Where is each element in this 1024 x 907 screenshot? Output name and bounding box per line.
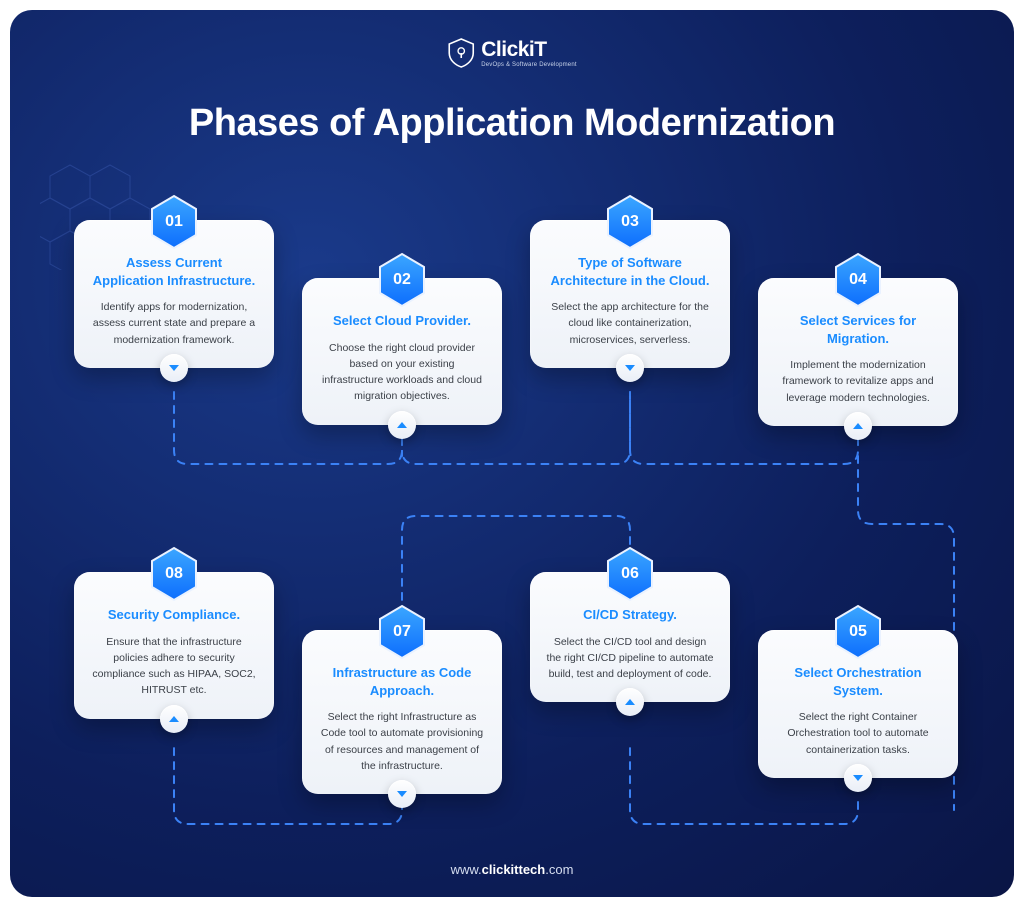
footer-bold: clickittech (482, 862, 546, 877)
phase-card-02: 02Select Cloud Provider.Choose the right… (302, 278, 502, 425)
card-title: Select Services for Migration. (774, 312, 942, 347)
step-hex-06: 06 (605, 546, 655, 602)
step-hex-04: 04 (833, 252, 883, 308)
shield-icon (447, 38, 475, 68)
card-title: Select Cloud Provider. (318, 312, 486, 330)
chevron-up-icon (160, 705, 188, 733)
phase-card-05: 05Select Orchestration System.Select the… (758, 630, 958, 778)
chevron-down-icon (160, 354, 188, 382)
step-hex-03: 03 (605, 194, 655, 250)
card-desc: Select the app architecture for the clou… (546, 299, 714, 348)
brand-logo: ClickiT DevOps & Software Development (447, 38, 577, 68)
step-hex-01: 01 (149, 194, 199, 250)
phase-card-08: 08Security Compliance.Ensure that the in… (74, 572, 274, 719)
step-hex-02: 02 (377, 252, 427, 308)
card-title: Infrastructure as Code Approach. (318, 664, 486, 699)
card-desc: Ensure that the infrastructure policies … (90, 634, 258, 699)
card-title: Select Orchestration System. (774, 664, 942, 699)
page-title: Phases of Application Modernization (10, 102, 1014, 145)
card-desc: Choose the right cloud provider based on… (318, 340, 486, 405)
chevron-up-icon (388, 411, 416, 439)
step-hex-07: 07 (377, 604, 427, 660)
card-desc: Select the right Container Orchestration… (774, 709, 942, 758)
card-desc: Select the right Infrastructure as Code … (318, 709, 486, 774)
step-hex-05: 05 (833, 604, 883, 660)
card-title: Security Compliance. (90, 606, 258, 624)
card-desc: Select the CI/CD tool and design the rig… (546, 634, 714, 683)
card-title: Assess Current Application Infrastructur… (90, 254, 258, 289)
card-desc: Identify apps for modernization, assess … (90, 299, 258, 348)
phase-card-06: 06CI/CD Strategy.Select the CI/CD tool a… (530, 572, 730, 702)
footer-url: www.clickittech.com (10, 862, 1014, 877)
chevron-down-icon (388, 780, 416, 808)
chevron-up-icon (844, 412, 872, 440)
chevron-down-icon (844, 764, 872, 792)
card-title: CI/CD Strategy. (546, 606, 714, 624)
chevron-down-icon (616, 354, 644, 382)
brand-tagline: DevOps & Software Development (481, 62, 577, 68)
chevron-up-icon (616, 688, 644, 716)
infographic-canvas: ClickiT DevOps & Software Development Ph… (10, 10, 1014, 897)
step-hex-08: 08 (149, 546, 199, 602)
phase-card-01: 01Assess Current Application Infrastruct… (74, 220, 274, 368)
brand-name: ClickiT (481, 39, 577, 60)
footer-post: .com (545, 862, 573, 877)
card-title: Type of Software Architecture in the Clo… (546, 254, 714, 289)
phase-card-04: 04Select Services for Migration.Implemen… (758, 278, 958, 426)
phase-card-07: 07Infrastructure as Code Approach.Select… (302, 630, 502, 794)
footer-pre: www. (451, 862, 482, 877)
card-desc: Implement the modernization framework to… (774, 357, 942, 406)
phase-card-03: 03Type of Software Architecture in the C… (530, 220, 730, 368)
